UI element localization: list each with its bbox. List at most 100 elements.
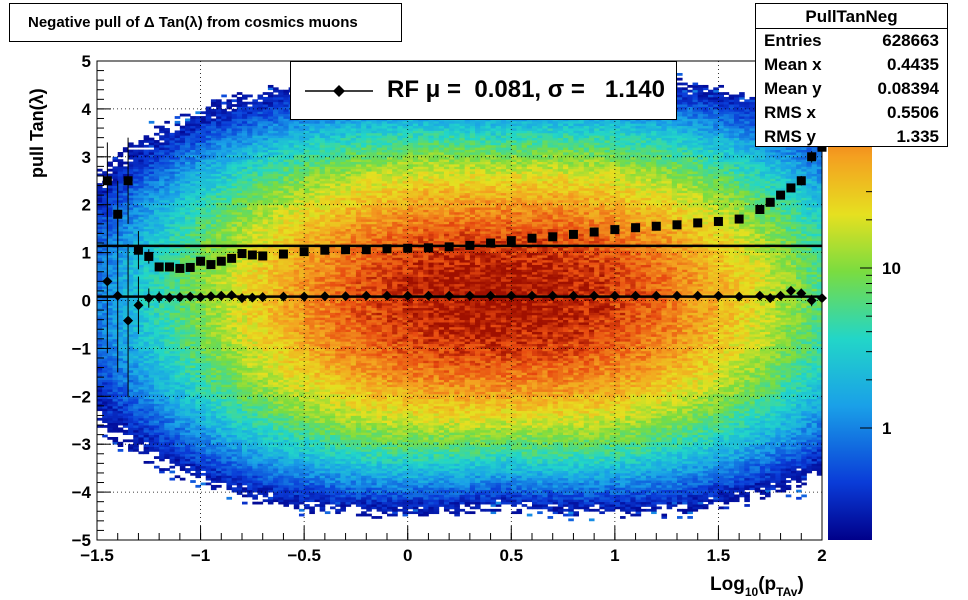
heatmap-cell <box>268 212 274 215</box>
heatmap-cell <box>242 384 248 387</box>
heatmap-cell <box>268 437 274 440</box>
heatmap-cell <box>201 130 207 133</box>
heatmap-cell <box>258 231 264 234</box>
heatmap-cell <box>237 401 243 404</box>
heatmap-cell <box>159 171 165 174</box>
heatmap-cell <box>232 159 238 162</box>
heatmap-cell <box>180 396 186 399</box>
heatmap-cell <box>170 320 176 323</box>
heatmap-cell <box>258 447 264 450</box>
heatmap-cell <box>242 502 248 505</box>
heatmap-cell <box>211 181 217 184</box>
heatmap-cell <box>170 348 176 351</box>
heatmap-cell <box>144 351 150 354</box>
heatmap-cell <box>258 169 264 172</box>
heatmap-cell <box>138 217 144 220</box>
heatmap-cell <box>201 375 207 378</box>
heatmap-cell <box>263 387 269 390</box>
heatmap-cell <box>159 305 165 308</box>
heatmap-cell <box>211 387 217 390</box>
heatmap-cell <box>216 346 222 349</box>
heatmap-cell <box>252 152 258 155</box>
heatmap-cell <box>273 356 279 359</box>
heatmap-cell <box>170 358 176 361</box>
heatmap-cell <box>258 471 264 474</box>
heatmap-cell <box>206 250 212 253</box>
heatmap-cell <box>216 315 222 318</box>
heatmap-cell <box>170 471 176 474</box>
heatmap-cell <box>242 327 248 330</box>
heatmap-cell <box>273 317 279 320</box>
heatmap-cell <box>180 451 186 454</box>
heatmap-cell <box>159 138 165 141</box>
heatmap-cell <box>252 473 258 476</box>
heatmap-cell <box>144 183 150 186</box>
heatmap-cell <box>180 420 186 423</box>
heatmap-cell <box>180 370 186 373</box>
heatmap-cell <box>268 269 274 272</box>
heatmap-cell <box>175 415 181 418</box>
heatmap-cell <box>237 392 243 395</box>
heatmap-cell <box>237 195 243 198</box>
heatmap-cell <box>149 382 155 385</box>
heatmap-cell <box>118 348 124 351</box>
heatmap-cell <box>211 403 217 406</box>
heatmap-cell <box>128 250 134 253</box>
heatmap-cell <box>149 267 155 270</box>
heatmap-cell <box>185 166 191 169</box>
heatmap-cell <box>149 265 155 268</box>
heatmap-cell <box>216 427 222 430</box>
heatmap-cell <box>133 195 139 198</box>
heatmap-cell <box>175 164 181 167</box>
heatmap-cell <box>242 411 248 414</box>
heatmap-cell <box>128 217 134 220</box>
heatmap-cell <box>133 339 139 342</box>
heatmap-cell <box>180 348 186 351</box>
heatmap-cell <box>180 322 186 325</box>
heatmap-cell <box>144 358 150 361</box>
heatmap-cell <box>195 217 201 220</box>
heatmap-cell <box>252 188 258 191</box>
heatmap-cell <box>149 289 155 292</box>
heatmap-cell <box>180 327 186 330</box>
heatmap-cell <box>138 281 144 284</box>
heatmap-cell <box>149 171 155 174</box>
heatmap-cell <box>185 423 191 426</box>
heatmap-cell <box>118 356 124 359</box>
heatmap-cell <box>144 150 150 153</box>
heatmap-cell <box>247 475 253 478</box>
heatmap-cell <box>190 339 196 342</box>
heatmap-cell <box>216 140 222 143</box>
heatmap-cell <box>159 212 165 215</box>
heatmap-cell <box>247 111 253 114</box>
heatmap-cell <box>237 377 243 380</box>
heatmap-cell <box>128 236 134 239</box>
heatmap-cell <box>190 473 196 476</box>
heatmap-cell <box>221 437 227 440</box>
heatmap-cell <box>164 157 170 160</box>
heatmap-cell <box>175 308 181 311</box>
heatmap-cell <box>252 413 258 416</box>
heatmap-cell <box>159 380 165 383</box>
heatmap-cell <box>201 439 207 442</box>
heatmap-cell <box>216 310 222 313</box>
heatmap-cell <box>154 444 160 447</box>
heatmap-cell <box>185 377 191 380</box>
heatmap-cell <box>206 178 212 181</box>
heatmap-cell <box>118 368 124 371</box>
heatmap-cell <box>221 439 227 442</box>
heatmap-cell <box>118 324 124 327</box>
heatmap-cell <box>268 198 274 201</box>
heatmap-cell <box>170 214 176 217</box>
heatmap-cell <box>252 368 258 371</box>
heatmap-cell <box>195 377 201 380</box>
heatmap-cell <box>252 281 258 284</box>
heatmap-cell <box>185 241 191 244</box>
heatmap-cell <box>144 159 150 162</box>
heatmap-cell <box>201 186 207 189</box>
heatmap-cell <box>211 253 217 256</box>
heatmap-cell <box>252 430 258 433</box>
heatmap-cell <box>263 181 269 184</box>
heatmap-cell <box>273 456 279 459</box>
heatmap-cell <box>133 221 139 224</box>
